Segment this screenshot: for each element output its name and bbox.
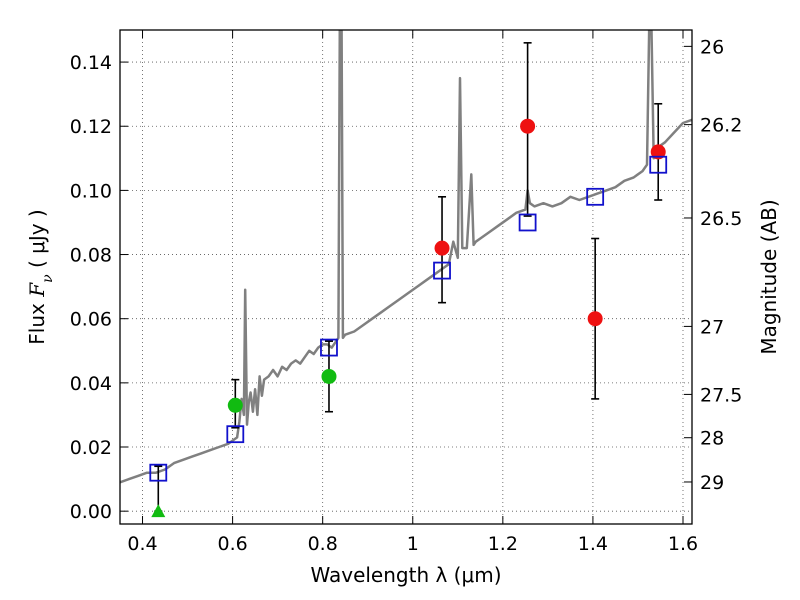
- y2-tick-label: 27: [700, 316, 724, 338]
- y2-tick-label: 29: [700, 472, 724, 494]
- y-axis-label-subscript: ν: [40, 274, 56, 283]
- y-tick-label: 0.00: [70, 501, 112, 523]
- tick-layer: [120, 30, 692, 524]
- y-axis-label-prefix: Flux: [25, 297, 49, 345]
- y-tick-label: 0.04: [70, 373, 112, 395]
- green-upper-limit-marker: [151, 504, 166, 518]
- y-axis-label: Flux Fν ( μJy ): [25, 209, 56, 344]
- model-photometry-square: [649, 155, 668, 174]
- y-tick-label: 0.02: [70, 437, 112, 459]
- x-tick-label: 0.6: [217, 533, 247, 555]
- tick-label-layer: 0.4 0.6 0.8 1 1.2 1.4 1.6 0.00 0.02 0.04 0.06 0.08 0…: [70, 36, 743, 555]
- x-tick-label: 0.8: [308, 533, 338, 555]
- grid-lines: [120, 30, 692, 524]
- y-tick-label: 0.10: [70, 180, 112, 202]
- y2-tick-label: 26: [700, 36, 724, 58]
- y-axis-label-symbol: F: [25, 282, 49, 298]
- model-photometry-square: [518, 213, 537, 232]
- model-photometry-square: [320, 338, 338, 357]
- green-data-point: [227, 397, 243, 413]
- x-tick-label: 1.6: [668, 533, 698, 555]
- marker-layer: [149, 118, 668, 518]
- red-data-point: [434, 240, 450, 256]
- y2-tick-label: 26.2: [700, 115, 742, 137]
- y2-tick-label: 27.5: [700, 384, 742, 406]
- x-tick-label: 1: [407, 533, 419, 555]
- red-data-point: [650, 144, 666, 160]
- model-photometry-square: [586, 187, 605, 206]
- secondary-y-axis-label: Magnitude (AB): [757, 199, 781, 354]
- x-tick-label: 1.4: [578, 533, 608, 555]
- red-data-point: [520, 118, 536, 134]
- x-axis-label: Wavelength λ (μm): [310, 563, 501, 587]
- y-axis-label-suffix: ( μJy ): [25, 209, 49, 274]
- model-photometry-square: [433, 261, 451, 280]
- y-tick-label: 0.14: [70, 52, 112, 74]
- y2-tick-label: 28: [700, 428, 724, 450]
- y-tick-label: 0.08: [70, 245, 112, 267]
- red-data-point: [587, 311, 603, 327]
- y2-tick-label: 26.5: [700, 208, 742, 230]
- y-tick-label: 0.12: [70, 116, 112, 138]
- plot-frame: [119, 29, 693, 525]
- green-data-point: [321, 368, 337, 384]
- model-spectrum-layer: [120, 30, 692, 484]
- model-spectrum-line: [120, 30, 692, 484]
- model-photometry-square: [149, 463, 168, 482]
- model-photometry-square: [226, 425, 245, 444]
- x-tick-label: 0.4: [127, 533, 157, 555]
- y-tick-label: 0.06: [70, 309, 112, 331]
- x-tick-label: 1.2: [488, 533, 518, 555]
